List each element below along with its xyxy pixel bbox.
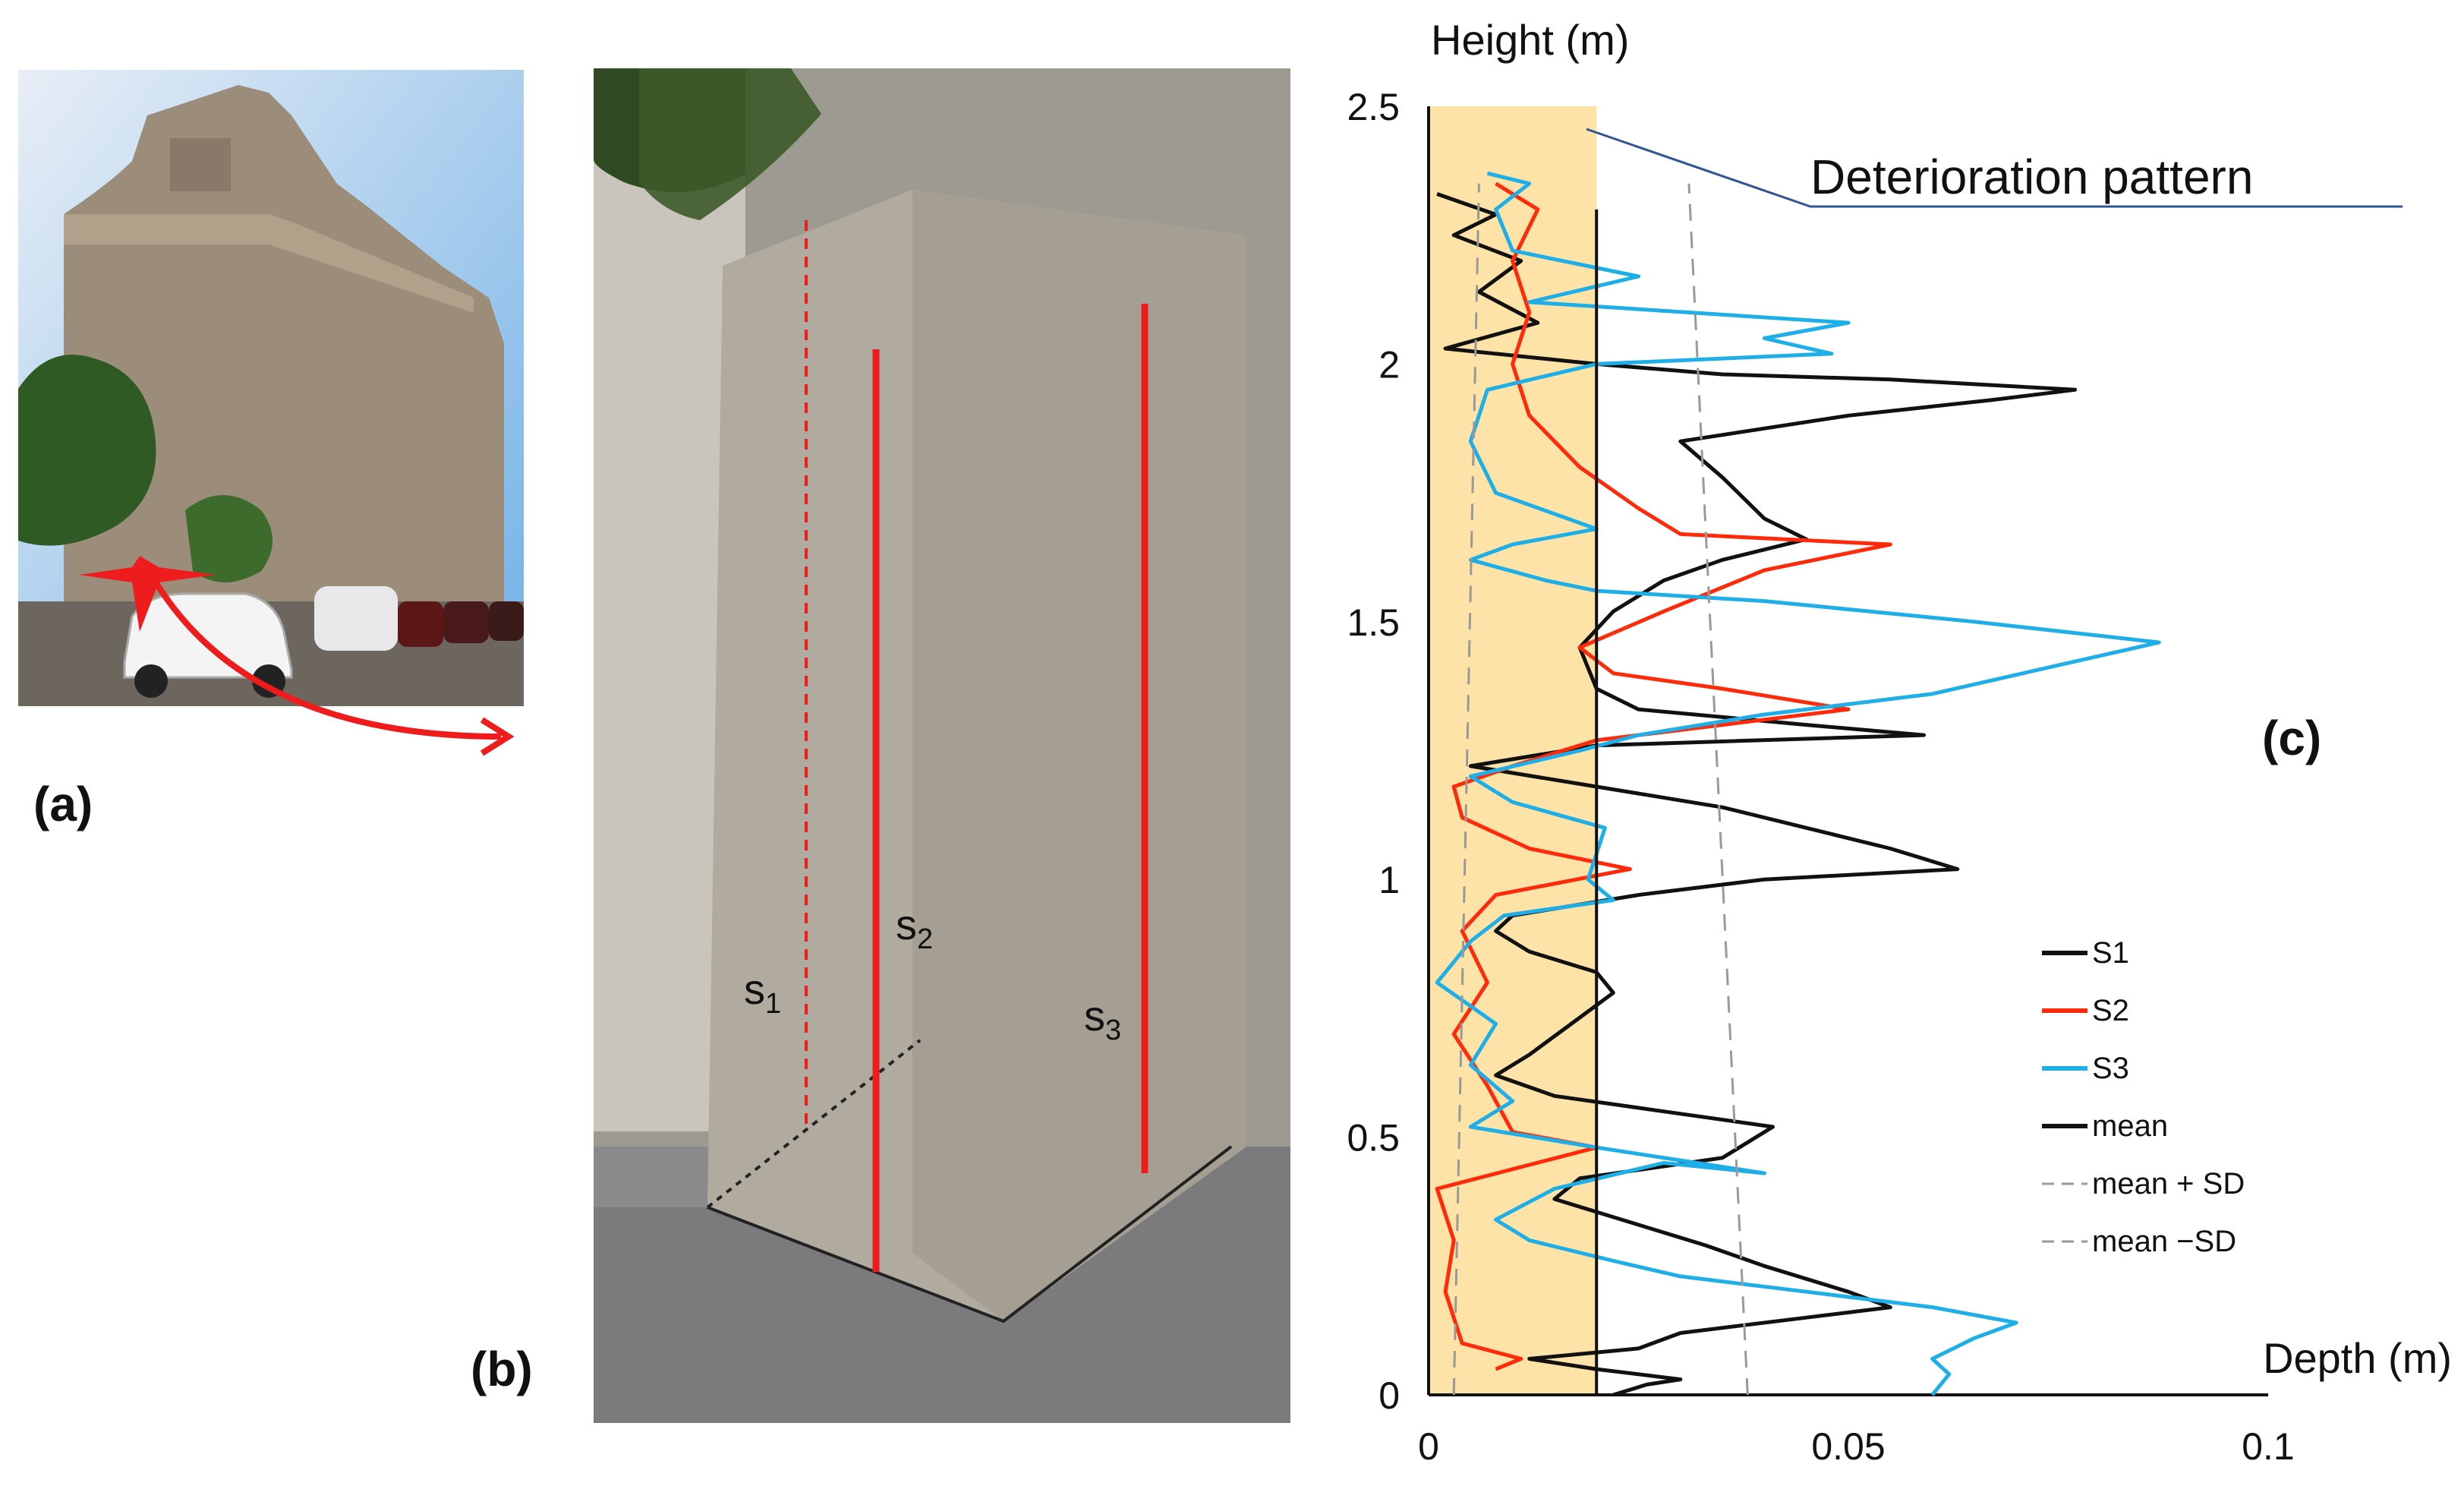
- y-tick-label: 0.5: [1347, 1117, 1400, 1159]
- depth-chart: 0 0.5 1 1.5 2 2.5 0 0.05 0.1 Height (m) Depth (m) D…: [1347, 16, 2452, 1468]
- series-line-mean-sd: [1687, 183, 1749, 1396]
- legend-entry-label: S1: [2092, 936, 2129, 970]
- x-tick-label: 0.1: [2242, 1425, 2295, 1468]
- photo-pillar: [594, 68, 1290, 1423]
- annotation-label: Deterioration pattern: [1810, 150, 2253, 204]
- location-marker-icon: [79, 556, 216, 632]
- annotation-leader: [1586, 128, 2403, 208]
- chart-legend: S1 S2 S3 mean mean + SD mean −SD: [2042, 936, 2245, 1258]
- panel-label-c: (c): [2262, 711, 2322, 765]
- pillar-illustration: [594, 68, 1290, 1423]
- legend-entry-label: mean: [2092, 1109, 2168, 1143]
- panel-label-a: (a): [33, 777, 93, 831]
- series-line-s2: [1435, 181, 1892, 1371]
- labels-layer: 0 0.5 1 1.5 2 2.5 0 0.05 0.1 Height (m) Depth (m) D…: [1347, 16, 2452, 1468]
- y-tick-label: 1: [1379, 859, 1400, 901]
- panel-label-b: (b): [471, 1342, 533, 1396]
- photo-building: [18, 70, 524, 706]
- legend-entry-label: mean + SD: [2092, 1167, 2245, 1200]
- series-line-s1: [1436, 192, 2078, 1397]
- pillar-label-s2: s2: [896, 901, 934, 956]
- legend-entry-label: S2: [2092, 994, 2129, 1027]
- pillar-label-s3: s3: [1084, 992, 1122, 1047]
- series-line-mean-sd: [1452, 183, 1480, 1396]
- y-tick-label: 2.5: [1347, 86, 1400, 128]
- arrow-a-to-b: [141, 560, 515, 756]
- x-tick-label: 0: [1418, 1425, 1439, 1468]
- legend-entry-label: mean −SD: [2092, 1225, 2236, 1258]
- y-tick-label: 2: [1379, 343, 1400, 386]
- y-axis-title: Height (m): [1431, 16, 1629, 64]
- y-tick-label: 1.5: [1347, 601, 1400, 644]
- series-line-s3: [1435, 171, 2161, 1396]
- chart-axes: [1427, 106, 2268, 1396]
- x-tick-label: 0.05: [1811, 1425, 1885, 1468]
- y-tick-label: 0: [1379, 1374, 1400, 1417]
- building-illustration: [18, 70, 524, 706]
- pillar-label-s1: s1: [744, 965, 782, 1021]
- legend-entry-label: S3: [2092, 1052, 2129, 1085]
- series-layer: [1435, 171, 2161, 1397]
- x-axis-title: Depth (m): [2263, 1334, 2452, 1382]
